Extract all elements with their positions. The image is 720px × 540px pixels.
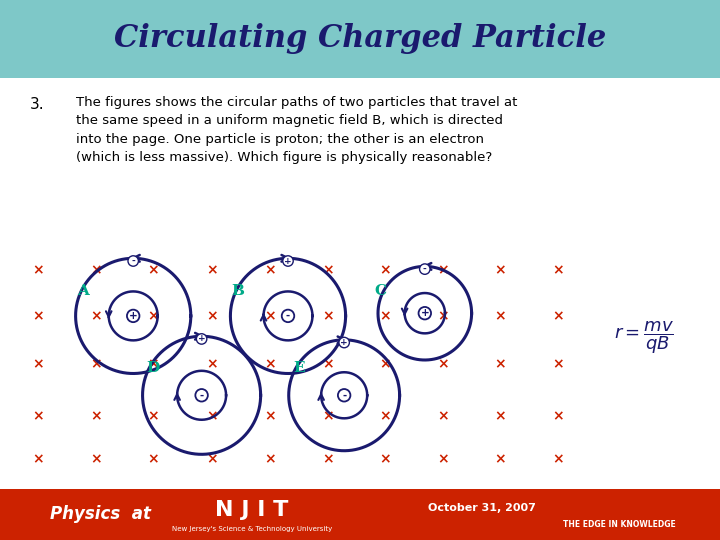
Text: New Jersey's Science & Technology University: New Jersey's Science & Technology Univer… — [172, 526, 332, 532]
Text: ×: × — [207, 309, 218, 323]
Text: ×: × — [264, 409, 276, 423]
Text: THE EDGE IN KNOWLEDGE: THE EDGE IN KNOWLEDGE — [563, 521, 675, 529]
Text: The figures shows the circular paths of two particles that travel at
the same sp: The figures shows the circular paths of … — [76, 96, 517, 164]
Text: B: B — [231, 284, 244, 298]
Text: ×: × — [552, 263, 564, 277]
Text: ×: × — [32, 452, 44, 466]
Text: Physics  at: Physics at — [50, 505, 151, 523]
Text: D: D — [147, 361, 160, 375]
Text: ×: × — [322, 309, 333, 323]
Text: ×: × — [32, 357, 44, 372]
Text: ×: × — [322, 357, 333, 372]
Text: ×: × — [379, 357, 391, 372]
Text: +: + — [420, 308, 429, 318]
Text: E: E — [293, 361, 305, 375]
Text: ×: × — [148, 309, 159, 323]
Text: ×: × — [495, 452, 506, 466]
Text: ×: × — [148, 452, 159, 466]
Text: ×: × — [322, 263, 333, 277]
Text: ×: × — [148, 357, 159, 372]
Text: October 31, 2007: October 31, 2007 — [428, 503, 536, 512]
Text: ×: × — [207, 409, 218, 423]
Text: +: + — [198, 334, 205, 343]
Text: 3.: 3. — [30, 97, 45, 112]
Text: +: + — [341, 338, 348, 347]
Text: ×: × — [32, 263, 44, 277]
Text: ×: × — [437, 309, 449, 323]
Text: ×: × — [379, 263, 391, 277]
Text: ×: × — [264, 309, 276, 323]
Text: ×: × — [148, 263, 159, 277]
Text: ×: × — [552, 309, 564, 323]
Text: ×: × — [207, 452, 218, 466]
Text: ×: × — [90, 409, 102, 423]
Text: -: - — [131, 256, 135, 266]
Text: ×: × — [552, 452, 564, 466]
Text: ×: × — [207, 263, 218, 277]
Text: -: - — [286, 311, 290, 321]
Text: ×: × — [552, 357, 564, 372]
Text: ×: × — [495, 309, 506, 323]
Text: ×: × — [264, 452, 276, 466]
Text: A: A — [77, 284, 89, 298]
Text: +: + — [129, 311, 138, 321]
Text: ×: × — [207, 357, 218, 372]
Text: ×: × — [437, 263, 449, 277]
FancyBboxPatch shape — [0, 0, 720, 78]
Text: ×: × — [495, 357, 506, 372]
Text: ×: × — [495, 409, 506, 423]
Text: N J I T: N J I T — [215, 500, 289, 521]
Text: +: + — [284, 256, 292, 266]
Text: ×: × — [552, 409, 564, 423]
Text: ×: × — [495, 263, 506, 277]
Text: ×: × — [90, 357, 102, 372]
Text: Circulating Charged Particle: Circulating Charged Particle — [114, 23, 606, 55]
Text: ×: × — [322, 452, 333, 466]
Text: -: - — [342, 390, 346, 400]
Text: ×: × — [90, 452, 102, 466]
Text: ×: × — [264, 263, 276, 277]
Text: C: C — [374, 284, 386, 298]
Text: ×: × — [148, 409, 159, 423]
Text: -: - — [423, 265, 427, 274]
Text: ×: × — [437, 357, 449, 372]
Text: ×: × — [437, 409, 449, 423]
Text: ×: × — [379, 409, 391, 423]
Text: ×: × — [32, 309, 44, 323]
FancyBboxPatch shape — [0, 489, 720, 540]
Text: ×: × — [379, 452, 391, 466]
Text: ×: × — [32, 409, 44, 423]
Text: ×: × — [90, 309, 102, 323]
Text: ×: × — [90, 263, 102, 277]
Text: ×: × — [437, 452, 449, 466]
Text: ×: × — [322, 409, 333, 423]
Text: ×: × — [379, 309, 391, 323]
Text: ×: × — [264, 357, 276, 372]
Text: -: - — [199, 390, 204, 400]
Text: $r = \dfrac{mv}{qB}$: $r = \dfrac{mv}{qB}$ — [614, 319, 675, 356]
